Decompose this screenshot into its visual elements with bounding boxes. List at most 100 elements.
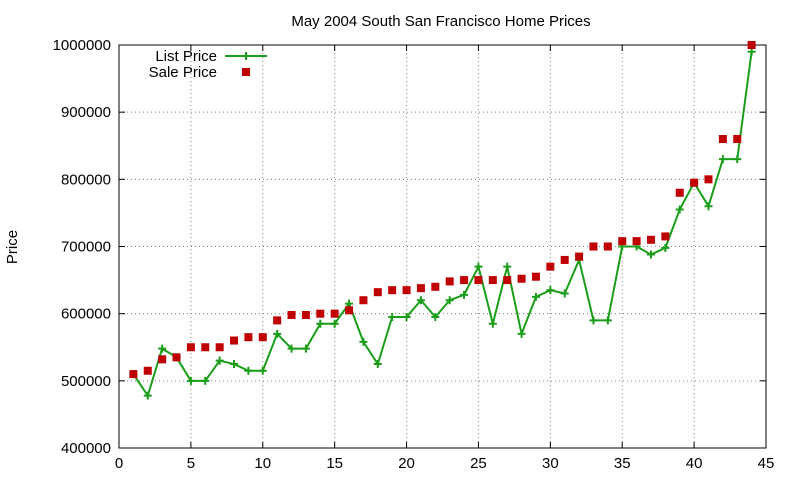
point-sale-price bbox=[503, 276, 512, 285]
point-sale-price bbox=[560, 255, 569, 264]
y-tick-label: 500000 bbox=[61, 373, 111, 390]
point-list-price bbox=[603, 316, 612, 325]
point-list-price bbox=[675, 205, 684, 214]
x-tick-label: 5 bbox=[187, 455, 195, 472]
series-line-list-price bbox=[132, 51, 753, 397]
x-tick-label: 45 bbox=[758, 455, 775, 472]
point-sale-price bbox=[474, 276, 483, 285]
point-list-price bbox=[488, 319, 497, 328]
point-sale-price bbox=[445, 277, 454, 286]
point-list-price bbox=[186, 376, 195, 385]
series-layer bbox=[129, 41, 756, 400]
point-list-price bbox=[215, 356, 224, 365]
point-sale-price bbox=[186, 343, 195, 352]
point-list-price bbox=[258, 366, 267, 375]
legend-marker-sale-price bbox=[242, 68, 250, 76]
point-list-price bbox=[733, 155, 742, 164]
point-list-price bbox=[402, 313, 411, 322]
point-sale-price bbox=[258, 333, 267, 342]
point-sale-price bbox=[460, 276, 469, 285]
chart-title: May 2004 South San Francisco Home Prices bbox=[291, 13, 590, 30]
point-sale-price bbox=[718, 135, 727, 144]
point-sale-price bbox=[244, 333, 253, 342]
point-list-price bbox=[546, 286, 555, 295]
legend-marker-list-price bbox=[242, 52, 250, 60]
point-sale-price bbox=[531, 272, 540, 281]
point-list-price bbox=[143, 391, 152, 400]
x-tick-label: 25 bbox=[470, 455, 487, 472]
y-tick-label: 800000 bbox=[61, 171, 111, 188]
point-sale-price bbox=[316, 309, 325, 318]
legend-label-list-price: List Price bbox=[155, 48, 217, 65]
point-list-price bbox=[531, 292, 540, 301]
point-sale-price bbox=[201, 343, 210, 352]
y-axis-label: Price bbox=[4, 230, 21, 264]
point-list-price bbox=[388, 313, 397, 322]
x-tick-label: 10 bbox=[254, 455, 271, 472]
point-sale-price bbox=[143, 366, 152, 375]
x-tick-label: 40 bbox=[686, 455, 703, 472]
point-sale-price bbox=[603, 242, 612, 251]
point-sale-price bbox=[215, 343, 224, 352]
x-tick-label: 20 bbox=[398, 455, 415, 472]
point-list-price bbox=[373, 360, 382, 369]
point-list-price bbox=[718, 155, 727, 164]
x-tick-label: 15 bbox=[326, 455, 343, 472]
point-list-price bbox=[560, 289, 569, 298]
point-sale-price bbox=[431, 282, 440, 291]
legend-label-sale-price: Sale Price bbox=[149, 64, 217, 81]
point-list-price bbox=[445, 296, 454, 305]
point-sale-price bbox=[301, 311, 310, 320]
point-sale-price bbox=[230, 336, 239, 345]
point-list-price bbox=[230, 360, 239, 369]
point-sale-price bbox=[416, 284, 425, 293]
point-sale-price bbox=[273, 316, 282, 325]
point-list-price bbox=[474, 262, 483, 271]
point-sale-price bbox=[488, 276, 497, 285]
point-sale-price bbox=[747, 41, 756, 49]
point-list-price bbox=[460, 290, 469, 299]
x-tick-label: 30 bbox=[542, 455, 559, 472]
point-list-price bbox=[273, 329, 282, 338]
y-tick-label: 600000 bbox=[61, 306, 111, 323]
point-sale-price bbox=[675, 188, 684, 197]
point-list-price bbox=[359, 337, 368, 346]
point-sale-price bbox=[704, 175, 713, 184]
point-sale-price bbox=[330, 309, 339, 318]
legend: List Price Sale Price bbox=[149, 48, 267, 81]
grid-layer bbox=[119, 45, 766, 448]
point-sale-price bbox=[632, 237, 641, 246]
point-list-price bbox=[517, 329, 526, 338]
point-sale-price bbox=[373, 288, 382, 297]
point-sale-price bbox=[129, 370, 138, 379]
tick-layer: 400000 500000 600000 700000 800000 900000 1000… bbox=[53, 37, 775, 472]
y-tick-label: 1000000 bbox=[53, 37, 111, 54]
point-list-price bbox=[416, 296, 425, 305]
point-list-price bbox=[244, 366, 253, 375]
point-list-price bbox=[431, 313, 440, 322]
point-sale-price bbox=[618, 237, 627, 246]
point-sale-price bbox=[402, 286, 411, 295]
x-tick-label: 0 bbox=[115, 455, 123, 472]
point-list-price bbox=[345, 299, 354, 308]
y-tick-label: 900000 bbox=[61, 104, 111, 121]
plot-frame bbox=[118, 44, 767, 449]
point-list-price bbox=[158, 344, 167, 353]
point-list-price bbox=[201, 376, 210, 385]
point-sale-price bbox=[388, 286, 397, 295]
point-sale-price bbox=[589, 242, 598, 251]
point-sale-price bbox=[359, 296, 368, 305]
point-sale-price bbox=[646, 235, 655, 244]
y-tick-label: 400000 bbox=[61, 440, 111, 457]
point-list-price bbox=[646, 250, 655, 259]
point-sale-price bbox=[690, 178, 699, 187]
y-tick-label: 700000 bbox=[61, 239, 111, 256]
point-list-price bbox=[747, 47, 756, 56]
point-list-price bbox=[503, 262, 512, 271]
point-sale-price bbox=[661, 232, 670, 241]
point-list-price bbox=[330, 319, 339, 328]
point-list-price bbox=[316, 319, 325, 328]
point-sale-price bbox=[172, 353, 181, 362]
point-sale-price bbox=[733, 135, 742, 144]
